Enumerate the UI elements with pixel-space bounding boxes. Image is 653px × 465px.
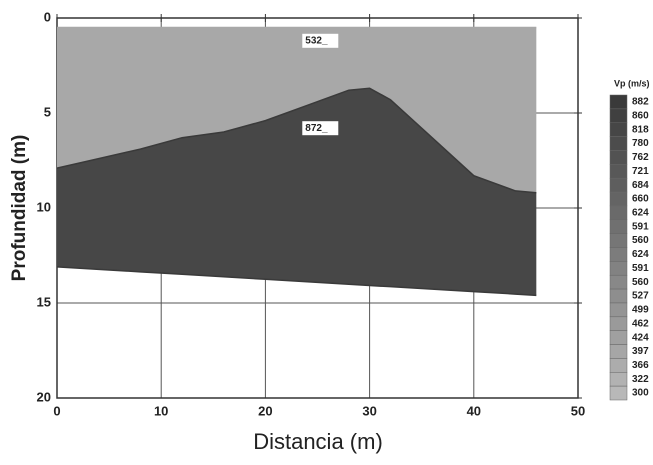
- colorbar-label: 591: [632, 263, 649, 274]
- y-tick-label: 10: [37, 199, 51, 214]
- colorbar-swatch: [609, 302, 628, 318]
- colorbar-label: 818: [632, 124, 649, 135]
- colorbar-swatch: [609, 344, 628, 359]
- x-tick-label: 40: [467, 403, 481, 418]
- y-tick-label: 0: [44, 9, 51, 24]
- colorbar-label: 424: [632, 332, 649, 343]
- y-tick-label: 15: [37, 294, 51, 309]
- colorbar-swatch: [609, 372, 628, 387]
- x-tick-label: 0: [53, 403, 60, 418]
- colorbar-label: 780: [632, 138, 649, 149]
- colorbar-label: 300: [632, 388, 649, 399]
- colorbar-swatch: [609, 330, 628, 345]
- colorbar-label: 527: [632, 291, 649, 302]
- colorbar-label: 660: [632, 194, 649, 205]
- boundary: [56, 87, 537, 194]
- colorbar-swatch: [609, 261, 628, 276]
- colorbar-label: 560: [632, 277, 649, 288]
- colorbar-label: 882: [632, 97, 649, 108]
- colorbar-label: 684: [632, 180, 649, 191]
- boundary: [56, 266, 537, 297]
- colorbar-label: 624: [632, 249, 649, 260]
- colorbar-swatch: [609, 177, 628, 193]
- colorbar-swatch: [609, 274, 628, 290]
- colorbar-title: Vp (m/s): [614, 78, 650, 88]
- x-tick-label: 50: [571, 403, 585, 418]
- colorbar-label: 462: [632, 318, 649, 329]
- colorbar-swatch: [609, 150, 628, 165]
- colorbar-swatch: [609, 288, 628, 304]
- colorbar-swatch: [609, 358, 628, 373]
- y-tick-label: 20: [37, 389, 51, 404]
- x-tick-label: 30: [362, 403, 376, 418]
- colorbar-swatch: [609, 122, 628, 137]
- colorbar-swatch: [609, 219, 628, 234]
- x-tick-label: 20: [258, 403, 272, 418]
- colorbar-swatch: [609, 108, 628, 123]
- colorbar-label: 860: [632, 110, 649, 121]
- annotation-box: [302, 33, 339, 48]
- colorbar-swatch: [609, 191, 628, 207]
- y-tick-label: 5: [44, 104, 51, 119]
- layer: [57, 27, 537, 193]
- layer: [57, 88, 537, 296]
- y-axis-label: Profundidad (m): [9, 135, 30, 282]
- colorbar-label: 591: [632, 221, 649, 232]
- colorbar-label: 322: [632, 374, 649, 385]
- colorbar-swatch: [609, 385, 628, 401]
- colorbar-swatch: [609, 316, 628, 331]
- annotation: 872_: [305, 123, 328, 134]
- colorbar-label: 499: [632, 305, 649, 316]
- colorbar-swatch: [609, 205, 628, 221]
- colorbar-label: 762: [632, 152, 649, 163]
- x-tick-label: 10: [154, 403, 168, 418]
- annotation: 532_: [305, 35, 328, 46]
- colorbar-swatch: [609, 164, 628, 179]
- colorbar-label: 560: [632, 235, 649, 246]
- colorbar-label: 397: [632, 346, 649, 357]
- annotation-box: [302, 121, 339, 136]
- colorbar-label: 721: [632, 166, 649, 177]
- colorbar-swatch: [609, 247, 628, 262]
- colorbar-swatch: [609, 94, 628, 110]
- colorbar-label: 366: [632, 360, 649, 371]
- colorbar-label: 624: [632, 207, 649, 218]
- x-axis-label: Distancia (m): [253, 429, 383, 454]
- colorbar-swatch: [609, 233, 628, 248]
- colorbar-swatch: [609, 136, 628, 151]
